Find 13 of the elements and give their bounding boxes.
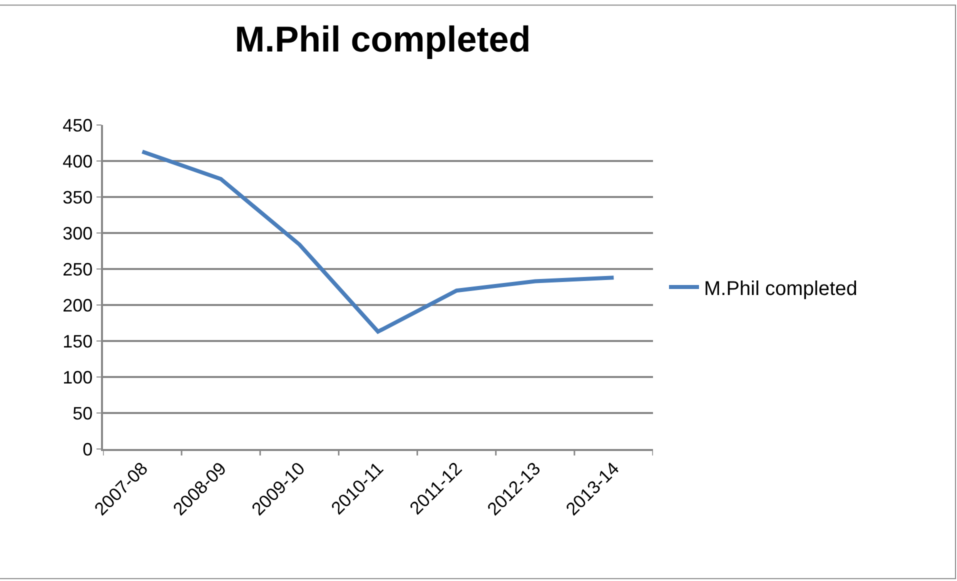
y-tick-label: 50 [72,403,93,424]
y-tick-label: 300 [62,223,93,244]
y-tick-label: 350 [62,187,93,208]
y-tick-label: 200 [62,295,93,316]
y-tick-label: 400 [62,151,93,172]
y-tick-label: 150 [62,331,93,352]
y-tick-label: 250 [62,259,93,280]
chart-title: M.Phil completed [234,18,531,60]
legend-label: M.Phil completed [704,278,858,300]
y-tick-label: 450 [62,115,93,136]
y-tick-label: 0 [82,439,93,460]
line-series [140,150,616,334]
y-tick-label: 100 [62,367,93,388]
